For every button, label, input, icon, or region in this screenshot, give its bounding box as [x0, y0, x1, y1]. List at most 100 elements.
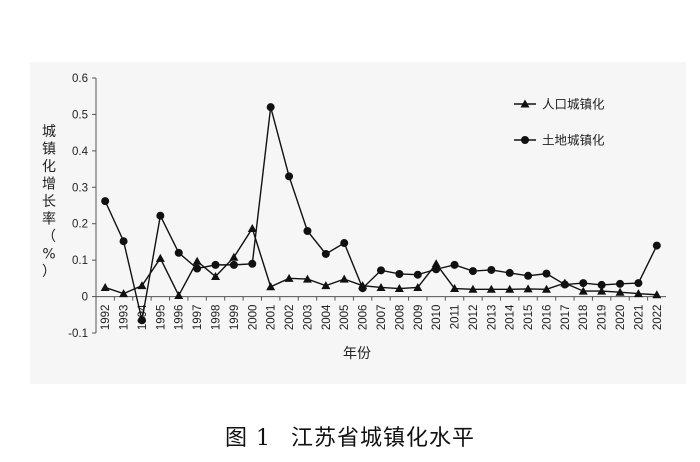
data-point	[211, 260, 220, 269]
y-tick-label: 0.6	[72, 73, 88, 85]
x-tick-label: 2022	[652, 305, 664, 331]
x-tick-label: 2004	[321, 304, 333, 330]
y-axis-title-char: 化	[42, 159, 56, 175]
data-point	[303, 227, 312, 235]
data-point	[192, 256, 202, 265]
data-point	[468, 284, 478, 293]
data-point	[652, 290, 662, 299]
y-axis-title-char: 城	[42, 124, 56, 140]
x-tick-label: 2013	[486, 305, 498, 331]
data-point	[119, 237, 128, 246]
figure-number: 图 1	[224, 426, 271, 451]
chart-panel: -0.100.10.20.30.40.50.619921993199419951…	[30, 62, 686, 384]
data-point	[524, 271, 533, 280]
data-point	[193, 264, 202, 273]
data-point	[450, 284, 460, 293]
figure-title: 江苏省城镇化水平	[290, 426, 475, 451]
data-point	[413, 270, 422, 279]
x-tick-label: 2017	[560, 305, 572, 331]
x-tick-label: 2005	[339, 305, 351, 331]
y-tick-label: -0.1	[68, 328, 88, 340]
y-tick-label: 0.1	[72, 255, 88, 267]
data-point	[523, 284, 533, 293]
legend-marker	[521, 136, 529, 144]
y-axis-title-char: 增	[42, 177, 56, 193]
data-point	[652, 241, 661, 250]
data-point	[579, 279, 588, 288]
x-tick-label: 1999	[229, 305, 241, 331]
data-point	[597, 286, 607, 295]
data-point	[321, 249, 330, 258]
x-tick-label: 2000	[247, 305, 259, 331]
data-point	[542, 269, 551, 278]
data-point	[615, 287, 625, 296]
x-tick-label: 2011	[450, 305, 462, 330]
data-point	[100, 282, 110, 291]
x-tick-label: 2019	[597, 305, 609, 331]
x-tick-label: 2021	[633, 305, 645, 331]
legend-item-1: 人口城镇化	[514, 97, 605, 112]
data-point	[339, 274, 349, 283]
x-tick-label: 1996	[174, 305, 186, 331]
y-axis-title-char: ）	[42, 264, 56, 280]
data-point	[487, 265, 496, 274]
data-point	[119, 289, 129, 298]
y-axis-title-char: %	[42, 247, 55, 263]
data-point	[229, 260, 238, 269]
series-1	[100, 223, 662, 299]
data-point	[211, 272, 221, 281]
data-point	[634, 279, 643, 288]
y-tick-label: 0	[82, 292, 88, 304]
data-point	[413, 282, 423, 291]
data-point	[248, 259, 257, 268]
x-tick-label: 2012	[468, 305, 480, 331]
data-point	[247, 223, 257, 232]
data-point	[578, 286, 588, 295]
y-axis-title-char: 镇	[42, 142, 56, 158]
x-axis-title: 年份	[343, 346, 371, 362]
x-tick-label: 2018	[578, 305, 590, 331]
x-tick-label: 1992	[100, 305, 112, 331]
x-tick-label: 2008	[394, 305, 406, 331]
data-point	[266, 103, 275, 112]
data-point	[486, 284, 496, 293]
data-point	[266, 282, 276, 291]
data-point	[394, 284, 404, 293]
legend-marker	[520, 99, 530, 108]
y-tick-label: 0.3	[72, 182, 88, 194]
data-point	[358, 284, 367, 293]
x-tick-label: 2014	[505, 304, 517, 330]
data-point	[137, 281, 147, 290]
data-point	[137, 316, 146, 325]
legend-label: 人口城镇化	[542, 97, 605, 112]
data-point	[285, 172, 294, 181]
data-point	[560, 280, 569, 289]
data-point	[431, 259, 441, 268]
axes: -0.100.10.20.30.40.50.619921993199419951…	[68, 73, 666, 340]
x-tick-label: 2001	[266, 305, 278, 331]
x-tick-label: 2007	[376, 305, 388, 331]
y-tick-label: 0.5	[72, 109, 88, 121]
data-point	[395, 269, 404, 278]
x-tick-label: 2003	[302, 305, 314, 331]
data-point	[321, 281, 331, 290]
x-tick-label: 2009	[413, 305, 425, 331]
data-point	[616, 279, 625, 288]
legend-item-2: 土地城镇化	[514, 133, 605, 148]
x-tick-label: 1993	[119, 305, 131, 331]
data-point	[284, 273, 294, 282]
x-tick-label: 2016	[541, 305, 553, 331]
data-point	[101, 197, 110, 206]
data-point	[597, 280, 606, 289]
data-point	[174, 290, 184, 299]
data-point	[155, 253, 165, 262]
y-tick-label: 0.4	[72, 146, 89, 158]
data-point	[541, 284, 551, 293]
data-point	[505, 284, 515, 293]
y-axis-title-char: （	[42, 229, 56, 245]
x-tick-label: 2020	[615, 305, 627, 331]
x-tick-label: 2002	[284, 305, 296, 331]
data-point	[302, 274, 312, 283]
data-point	[340, 239, 349, 248]
data-point	[174, 248, 183, 257]
